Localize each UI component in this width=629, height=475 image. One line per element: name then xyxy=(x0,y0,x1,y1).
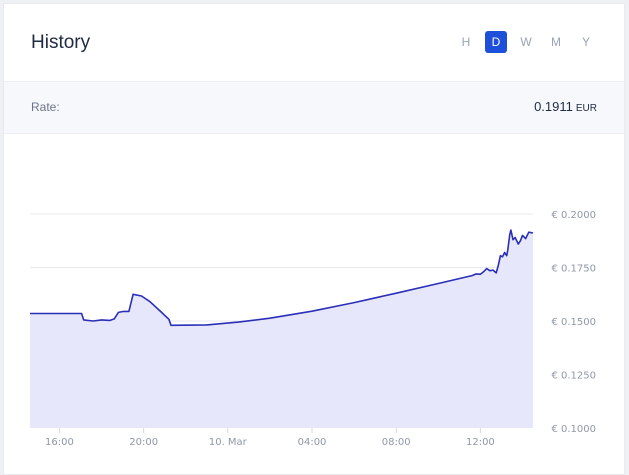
rate-value: 0.1911 xyxy=(534,99,573,114)
y-tick-label: € 0.2000 xyxy=(551,210,596,221)
y-tick-label: € 0.1000 xyxy=(551,424,596,435)
rate-row: Rate: 0.1911 EUR xyxy=(4,82,624,134)
x-tick-label: 20:00 xyxy=(129,437,158,448)
range-selector: H D W M Y xyxy=(455,31,597,53)
y-tick-label: € 0.1250 xyxy=(551,371,596,382)
x-axis-labels: 16:00 20:00 10. Mar 04:00 08:00 12:00 xyxy=(45,428,495,448)
chart-line xyxy=(30,229,534,327)
x-tick-label: 10. Mar xyxy=(209,437,248,448)
chart-area-fill xyxy=(30,230,533,428)
card-header: History H D W M Y xyxy=(4,4,624,82)
range-button-h[interactable]: H xyxy=(461,35,471,49)
range-button-m[interactable]: M xyxy=(551,35,561,49)
y-axis-labels: € 0.1000 € 0.1250 € 0.1500 € 0.1750 € 0.2000 xyxy=(551,210,596,435)
x-tick-label: 12:00 xyxy=(466,437,495,448)
card-title: History xyxy=(31,32,91,53)
x-tick-label: 08:00 xyxy=(382,437,411,448)
range-button-d[interactable]: D xyxy=(485,31,507,53)
y-tick-label: € 0.1500 xyxy=(551,317,596,328)
x-tick-label: 16:00 xyxy=(45,437,74,448)
x-tick-label: 04:00 xyxy=(298,437,327,448)
y-tick-label: € 0.1750 xyxy=(551,264,596,275)
range-button-w[interactable]: W xyxy=(520,35,532,49)
rate-label: Rate: xyxy=(31,100,60,114)
rate-unit: EUR xyxy=(575,103,597,114)
rate-value-block: 0.1911 EUR xyxy=(534,99,597,114)
range-button-y[interactable]: Y xyxy=(581,35,590,49)
